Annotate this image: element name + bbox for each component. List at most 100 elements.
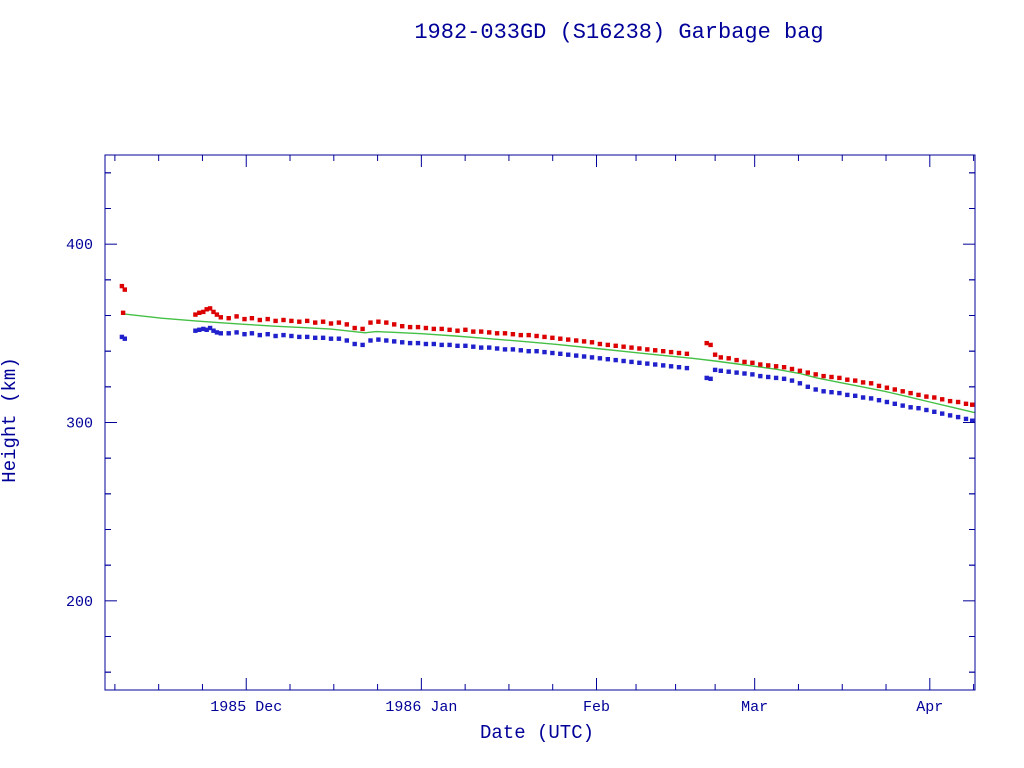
perigee-height-point: [344, 338, 349, 343]
apogee-height-point: [407, 324, 413, 330]
perigee-height-point: [197, 327, 202, 332]
perigee-height-point: [193, 328, 198, 333]
apogee-height-point: [558, 336, 563, 341]
apogee-height-point: [193, 312, 198, 317]
perigee-height-point: [900, 403, 905, 408]
perigee-height-point: [439, 342, 444, 348]
apogee-height-point: [550, 335, 555, 340]
perigee-height-point: [773, 375, 779, 381]
perigee-height-point: [400, 340, 405, 345]
perigee-height-point: [963, 416, 969, 422]
perigee-height-point: [273, 333, 278, 339]
perigee-height-point: [668, 364, 674, 369]
apogee-height-point: [297, 319, 302, 324]
apogee-height-point: [766, 363, 771, 368]
apogee-height-point: [605, 342, 610, 348]
apogee-height-point: [597, 341, 603, 347]
apogee-height-point: [197, 310, 202, 315]
perigee-height-point: [924, 407, 929, 413]
apogee-height-point: [613, 343, 618, 348]
apogee-height-point: [510, 332, 516, 337]
x-tick-label: Mar: [741, 699, 768, 716]
apogee-height-point: [502, 331, 508, 336]
apogee-height-point: [797, 368, 803, 373]
apogee-height-point: [853, 378, 858, 383]
apogee-height-point: [908, 390, 913, 396]
perigee-height-point: [328, 336, 334, 341]
perigee-height-point: [970, 418, 975, 423]
perigee-height-point: [423, 341, 429, 347]
perigee-height-point: [704, 375, 709, 381]
apogee-height-point: [344, 322, 349, 327]
apogee-height-point: [773, 364, 779, 369]
apogee-height-point: [708, 342, 713, 348]
apogee-height-point: [120, 310, 126, 315]
perigee-height-point: [534, 349, 539, 354]
apogee-height-point: [924, 394, 929, 399]
perigee-height-point: [431, 341, 436, 347]
apogee-height-point: [845, 377, 850, 382]
perigee-height-point: [821, 389, 826, 394]
perigee-height-point: [234, 330, 239, 335]
perigee-height-point: [566, 352, 571, 357]
apogee-height-point: [581, 339, 587, 344]
apogee-height-point: [963, 401, 969, 406]
apogee-height-point: [860, 380, 866, 385]
apogee-height-point: [718, 355, 723, 360]
apogee-height-point: [712, 352, 718, 357]
perigee-height-point: [119, 334, 125, 340]
perigee-height-point: [204, 327, 209, 332]
perigee-height-point: [837, 390, 842, 396]
apogee-height-point: [376, 319, 381, 324]
perigee-height-point: [265, 332, 270, 337]
apogee-height-point: [218, 315, 223, 320]
apogee-height-point: [201, 309, 206, 315]
perigee-height-point: [574, 353, 579, 358]
apogee-height-point: [400, 324, 405, 329]
perigee-height-point: [781, 376, 787, 381]
apogee-height-point: [805, 370, 810, 375]
x-axis-label: Date (UTC): [480, 722, 594, 744]
apogee-height-point: [750, 360, 755, 365]
apogee-height-point: [320, 319, 326, 324]
perigee-height-point: [718, 368, 723, 373]
x-tick-label: 1986 Jan: [385, 699, 457, 716]
perigee-height-point: [645, 361, 650, 366]
apogee-height-point: [668, 349, 674, 355]
perigee-height-point: [257, 332, 262, 338]
apogee-height-point: [360, 326, 365, 332]
perigee-height-point: [494, 346, 500, 351]
perigee-height-point: [249, 331, 255, 336]
apogee-height-point: [204, 307, 209, 312]
apogee-height-point: [892, 387, 897, 392]
perigee-height-point: [860, 395, 866, 400]
apogee-height-point: [328, 321, 334, 326]
apogee-height-point: [534, 333, 539, 339]
apogee-height-point: [932, 395, 937, 400]
perigee-height-point: [797, 381, 803, 386]
perigee-height-point: [884, 399, 890, 405]
apogee-height-point: [336, 320, 342, 325]
perigee-height-point: [214, 330, 220, 335]
apogee-height-point: [734, 357, 739, 363]
apogee-height-point: [242, 316, 247, 322]
perigee-height-point: [407, 340, 413, 346]
perigee-height-point: [550, 350, 555, 356]
perigee-height-point: [684, 365, 690, 371]
apogee-height-point: [661, 349, 666, 354]
perigee-height-point: [320, 335, 326, 340]
perigee-height-point: [281, 332, 286, 338]
perigee-height-point: [542, 349, 547, 355]
apogee-height-point: [726, 356, 731, 361]
plot-frame: [104, 154, 976, 691]
perigee-height-point: [661, 363, 666, 368]
mean-height-fit-line: [121, 313, 976, 414]
perigee-height-point: [605, 357, 610, 362]
perigee-height-point: [384, 338, 389, 343]
perigee-height-point: [853, 393, 858, 398]
perigee-height-point: [789, 378, 795, 383]
apogee-height-point: [494, 331, 500, 336]
perigee-height-point: [502, 347, 508, 352]
perigee-height-point: [726, 369, 731, 374]
